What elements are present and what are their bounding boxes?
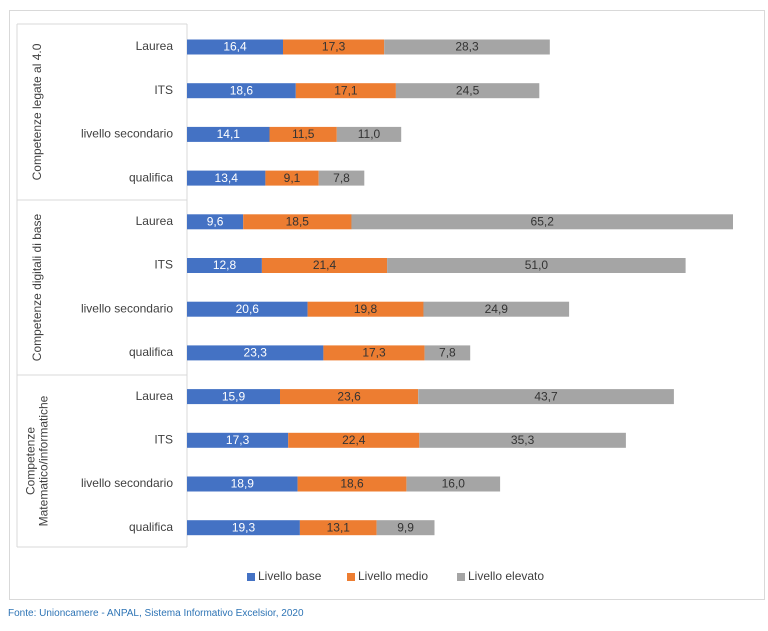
bar-segment-elevato bbox=[336, 126, 402, 142]
data-label: 65,2 bbox=[531, 214, 555, 228]
bar-segment-medio bbox=[299, 520, 377, 536]
bar-segment-medio bbox=[297, 476, 407, 492]
bar-segment-base bbox=[187, 214, 244, 230]
data-label: 19,3 bbox=[232, 520, 256, 534]
bar-segment-medio bbox=[269, 126, 337, 142]
data-label: 20,6 bbox=[236, 302, 260, 316]
data-label: 17,3 bbox=[322, 40, 346, 54]
bar-segment-medio bbox=[323, 345, 425, 361]
data-label: 21,4 bbox=[313, 258, 337, 272]
bar-segment-elevato bbox=[395, 83, 540, 99]
data-label: 12,8 bbox=[213, 258, 237, 272]
bar-segment-elevato bbox=[423, 301, 570, 317]
bar-segment-medio bbox=[307, 301, 424, 317]
data-label: 23,6 bbox=[337, 389, 361, 403]
bar-segment-base bbox=[187, 258, 262, 273]
category-label: qualifica bbox=[129, 520, 173, 534]
data-label: 17,1 bbox=[334, 83, 358, 97]
source-note: Fonte: Unioncamere - ANPAL, Sistema Info… bbox=[8, 608, 304, 619]
data-label: 9,6 bbox=[207, 214, 224, 228]
bar-segment-elevato bbox=[418, 389, 674, 405]
bar-segment-elevato bbox=[318, 170, 365, 186]
data-label: 18,6 bbox=[230, 83, 254, 97]
category-label: livello secondario bbox=[81, 301, 173, 315]
bar-segment-base bbox=[187, 83, 296, 99]
data-label: 22,4 bbox=[342, 433, 366, 447]
data-label: 16,0 bbox=[442, 477, 466, 491]
bar-segment-medio bbox=[243, 214, 352, 230]
data-label: 18,6 bbox=[340, 477, 364, 491]
legend-swatch bbox=[247, 573, 255, 581]
category-label: Laurea bbox=[136, 389, 174, 403]
bar-segment-base bbox=[187, 389, 280, 405]
legend-label: Livello medio bbox=[358, 569, 428, 583]
group-label: Matematico/informatiche bbox=[37, 395, 51, 526]
category-label: qualifica bbox=[129, 170, 173, 184]
data-label: 17,3 bbox=[226, 433, 250, 447]
data-label: 14,1 bbox=[217, 127, 241, 141]
bar-segment-elevato bbox=[384, 39, 550, 55]
category-label: ITS bbox=[154, 432, 173, 446]
data-label: 13,1 bbox=[327, 520, 351, 534]
bar-segment-elevato bbox=[387, 258, 686, 273]
category-label: ITS bbox=[154, 83, 173, 97]
bar-segment-base bbox=[187, 520, 300, 536]
bar-segment-medio bbox=[288, 432, 420, 448]
bar-segment-medio bbox=[280, 389, 419, 405]
data-label: 19,8 bbox=[354, 302, 378, 316]
bar-segment-base bbox=[187, 126, 270, 142]
data-label: 16,4 bbox=[223, 40, 247, 54]
data-label: 13,4 bbox=[215, 171, 239, 185]
bar-segment-base bbox=[187, 170, 266, 186]
data-label: 35,3 bbox=[511, 433, 535, 447]
data-label: 7,8 bbox=[333, 171, 350, 185]
group-label: Competenze bbox=[24, 427, 38, 495]
data-label: 11,5 bbox=[292, 127, 315, 141]
bar-segment-base bbox=[187, 476, 298, 492]
bar-segment-elevato bbox=[351, 214, 733, 230]
category-label: ITS bbox=[154, 258, 173, 272]
category-label: livello secondario bbox=[81, 476, 173, 490]
bar-segment-medio bbox=[265, 170, 319, 186]
data-label: 43,7 bbox=[534, 389, 558, 403]
data-label: 51,0 bbox=[525, 258, 549, 272]
bar-segment-base bbox=[187, 345, 324, 361]
bar-segment-medio bbox=[295, 83, 396, 99]
data-label: 24,5 bbox=[456, 83, 480, 97]
data-label: 17,3 bbox=[362, 346, 386, 360]
bar-segment-elevato bbox=[424, 345, 471, 361]
data-label: 15,9 bbox=[222, 389, 246, 403]
bar-segment-medio bbox=[261, 258, 388, 273]
category-label: livello secondario bbox=[81, 127, 173, 141]
data-label: 7,8 bbox=[439, 346, 456, 360]
data-label: 28,3 bbox=[455, 40, 479, 54]
data-label: 18,5 bbox=[286, 214, 310, 228]
category-label: qualifica bbox=[129, 345, 173, 359]
data-label: 11,0 bbox=[358, 127, 381, 141]
data-label: 9,9 bbox=[397, 520, 414, 534]
bar-segment-base bbox=[187, 432, 289, 448]
category-label: Laurea bbox=[136, 214, 174, 228]
data-label: 24,9 bbox=[485, 302, 509, 316]
bar-segment-medio bbox=[283, 39, 385, 55]
legend-label: Livello base bbox=[258, 569, 322, 583]
bar-segment-elevato bbox=[406, 476, 501, 492]
data-label: 23,3 bbox=[244, 346, 268, 360]
group-label: Competenze legate al 4.0 bbox=[30, 43, 44, 180]
category-label: Laurea bbox=[136, 39, 174, 53]
stacked-bar-chart: Competenze legate al 4.0 Laurea 16,4 17,3 28… bbox=[16, 23, 733, 583]
data-label: 18,9 bbox=[231, 477, 255, 491]
legend-label: Livello elevato bbox=[468, 569, 544, 583]
group-label: Competenze digitali di base bbox=[30, 213, 44, 361]
bar-segment-elevato bbox=[376, 520, 435, 536]
bar-segment-base bbox=[187, 39, 283, 55]
legend-swatch bbox=[347, 573, 355, 581]
bar-segment-base bbox=[187, 301, 308, 317]
legend-swatch bbox=[457, 573, 465, 581]
bar-segment-elevato bbox=[419, 432, 626, 448]
data-label: 9,1 bbox=[284, 171, 301, 185]
